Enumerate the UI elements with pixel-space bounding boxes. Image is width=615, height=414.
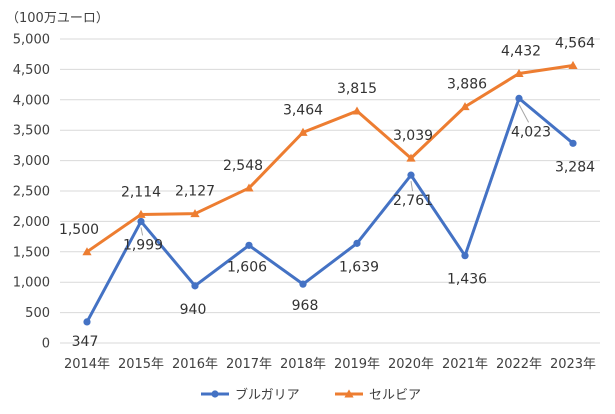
legend-item: セルビア [335, 388, 421, 403]
data-label: 968 [292, 298, 319, 314]
y-tick-label: 3,000 [13, 154, 50, 169]
data-point [299, 280, 307, 288]
data-point [460, 102, 470, 111]
data-label: 2,114 [121, 184, 161, 200]
data-point [461, 252, 469, 260]
y-tick-label: 2,500 [13, 185, 50, 200]
x-tick-label: 2015年 [118, 357, 164, 372]
data-point [82, 247, 92, 256]
legend-label: ブルガリア [235, 387, 300, 403]
legend: ブルガリア セルビア [201, 387, 421, 403]
x-tick-label: 2018年 [280, 357, 326, 372]
y-tick-label: 1,500 [13, 245, 50, 260]
data-label: 347 [72, 334, 99, 350]
y-tick-label: 5,000 [13, 33, 50, 48]
legend-marker [344, 389, 354, 398]
x-tick-label: 2017年 [226, 357, 272, 372]
y-tick-label: 4,000 [13, 93, 50, 108]
data-point [191, 282, 199, 290]
data-labels: 347 1,999 940 1,606 968 1,639 2,761 1,436 4,023 3… [59, 36, 595, 350]
data-point [137, 217, 145, 226]
x-tick-label: 2014年 [64, 357, 110, 372]
y-tick-label: 4,500 [13, 63, 50, 78]
legend-item: ブルガリア [201, 387, 300, 403]
y-tick-label: 1,000 [13, 276, 50, 291]
data-point [245, 241, 253, 249]
data-label: 3,815 [337, 81, 377, 97]
data-label: 1,500 [59, 222, 99, 238]
data-label: 3,464 [283, 102, 323, 118]
data-point [244, 183, 254, 192]
data-label: 4,432 [501, 44, 541, 60]
data-point [353, 239, 361, 247]
legend-marker [211, 390, 219, 398]
data-label: 3,284 [555, 159, 595, 175]
data-point [190, 209, 200, 218]
data-point [515, 94, 523, 103]
series-path [86, 64, 574, 254]
y-tick-label: 2,000 [13, 215, 50, 230]
data-label-leader [140, 227, 144, 236]
data-point [83, 318, 91, 326]
x-tick-label: 2016年 [172, 357, 218, 372]
data-label: 3,039 [393, 128, 433, 144]
x-axis-ticks: 2014年 2015年 2016年 2017年 2018年 2019年 2020年 2021年… [64, 357, 596, 372]
data-label: 2,548 [223, 158, 263, 174]
data-point [514, 68, 524, 77]
gridlines [60, 38, 600, 344]
data-point [298, 127, 308, 136]
y-tick-label: 3,500 [13, 124, 50, 139]
data-label: 1,999 [123, 237, 163, 253]
data-point [136, 209, 146, 218]
data-point [569, 139, 577, 147]
series-line-1 [83, 94, 577, 326]
y-tick-label: 500 [25, 306, 50, 321]
data-point [568, 60, 578, 69]
x-tick-label: 2019年 [334, 357, 380, 372]
data-label: 2,127 [175, 184, 215, 200]
x-tick-label: 2023年 [550, 357, 596, 372]
data-label: 4,023 [511, 124, 551, 140]
data-label-leader [518, 104, 530, 123]
series-line-2 [82, 60, 578, 256]
x-tick-label: 2022年 [496, 357, 542, 372]
data-point [406, 153, 416, 162]
series-path [85, 96, 574, 323]
data-point [352, 106, 362, 115]
data-label-leader [410, 181, 414, 192]
legend-label: セルビア [369, 388, 421, 403]
x-tick-label: 2020年 [388, 357, 434, 372]
data-label: 1,639 [339, 259, 379, 275]
y-axis-unit-label: （100万ユーロ） [6, 11, 109, 26]
data-label: 1,606 [227, 259, 267, 275]
data-label: 940 [180, 302, 207, 318]
data-label: 1,436 [447, 272, 487, 288]
x-tick-label: 2021年 [442, 357, 488, 372]
data-label: 3,886 [447, 77, 487, 93]
data-label: 4,564 [555, 36, 595, 52]
y-axis-ticks: 0 500 1,000 1,500 2,000 2,500 3,000 3,500 4,000 4… [13, 33, 50, 352]
data-point [407, 171, 415, 179]
data-label: 2,761 [393, 193, 433, 209]
series-layer [82, 60, 578, 326]
y-tick-label: 0 [42, 337, 50, 352]
